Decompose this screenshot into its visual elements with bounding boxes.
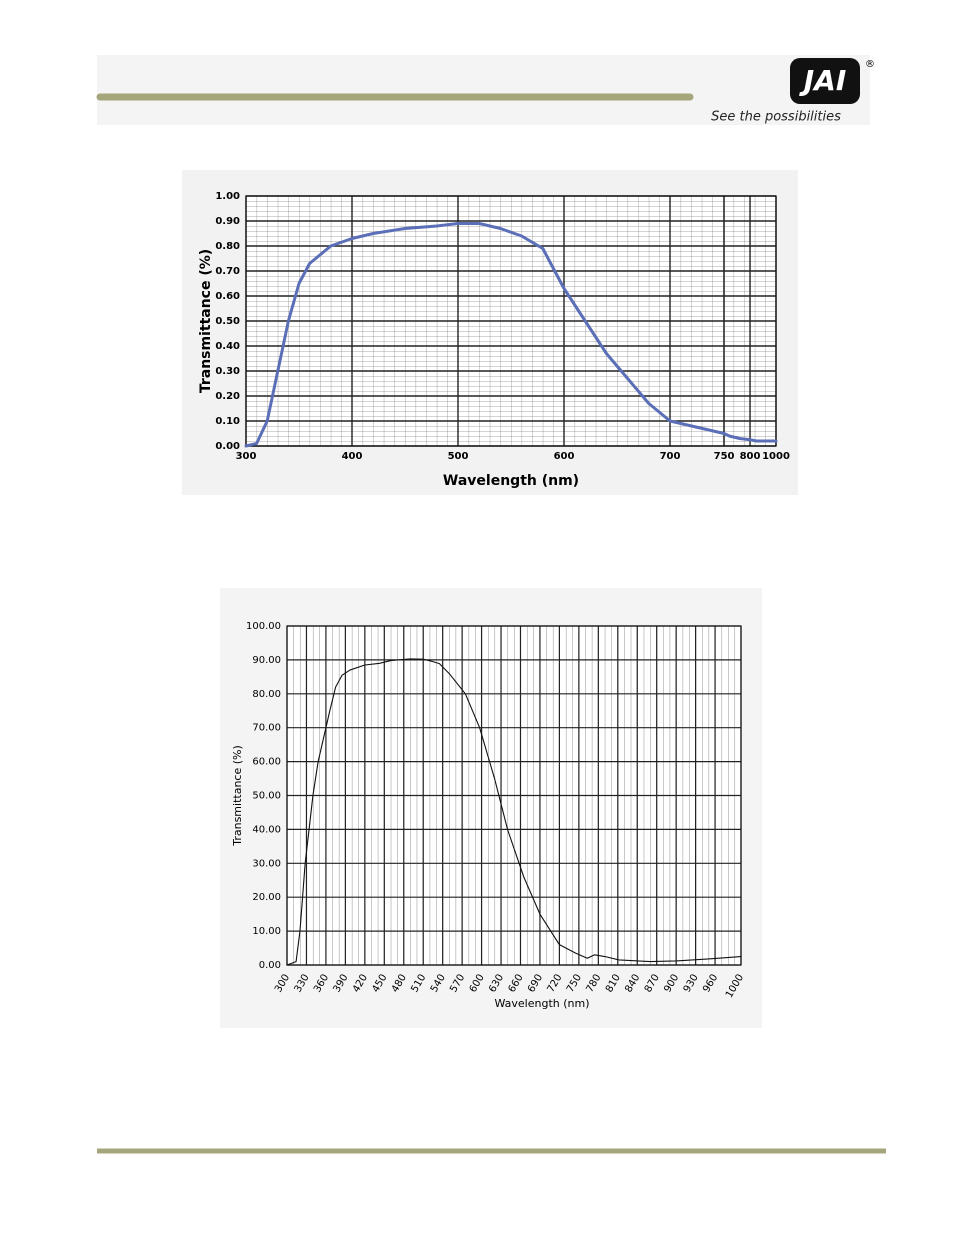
y-tick-label: 0.60 <box>215 291 240 302</box>
tagline: See the possibilities <box>711 110 841 125</box>
logo: JAI <box>799 64 847 97</box>
y-tick-label: 0.00 <box>259 960 281 971</box>
x-tick-label: 600 <box>554 451 575 462</box>
y-tick-label: 0.90 <box>215 216 240 227</box>
y-axis-title: Transmittance (%) <box>198 249 214 393</box>
y-axis-title: Transmittance (%) <box>231 745 244 847</box>
x-tick-label: 1000 <box>762 451 790 462</box>
y-tick-label: 20.00 <box>252 892 281 903</box>
x-tick-label: 500 <box>448 451 469 462</box>
y-tick-label: 30.00 <box>252 858 281 869</box>
y-tick-label: 40.00 <box>252 824 281 835</box>
y-tick-label: 0.80 <box>215 241 240 252</box>
plot-frame <box>286 625 742 966</box>
y-tick-label: 0.70 <box>215 266 240 277</box>
logo-box <box>790 58 860 104</box>
y-tick-label: 90.00 <box>252 655 281 666</box>
x-tick-label: 300 <box>236 451 257 462</box>
y-tick-label: 60.00 <box>252 757 281 768</box>
x-tick-label: 700 <box>660 451 681 462</box>
y-tick-label: 70.00 <box>252 723 281 734</box>
y-tick-label: 10.00 <box>252 926 281 937</box>
logo-mark: ® <box>865 59 875 70</box>
x-axis-title: Wavelength (nm) <box>443 473 579 489</box>
plot-frame <box>245 195 777 447</box>
data-line <box>244 222 778 448</box>
x-tick-label: 400 <box>342 451 363 462</box>
y-tick-label: 0.40 <box>215 341 240 352</box>
y-tick-label: 1.00 <box>215 191 240 202</box>
y-tick-label: 0.00 <box>215 441 240 452</box>
data-line <box>286 658 742 966</box>
x-tick-label: 800 <box>740 451 761 462</box>
y-tick-label: 0.50 <box>215 316 240 327</box>
y-tick-label: 80.00 <box>252 689 281 700</box>
y-tick-label: 0.20 <box>215 391 240 402</box>
y-tick-label: 50.00 <box>252 791 281 802</box>
y-tick-label: 100.00 <box>246 621 281 632</box>
y-tick-label: 0.10 <box>215 416 240 427</box>
x-axis-title: Wavelength (nm) <box>494 997 589 1010</box>
x-tick-label: 750 <box>714 451 735 462</box>
header-band <box>97 55 870 125</box>
y-tick-label: 0.30 <box>215 366 240 377</box>
